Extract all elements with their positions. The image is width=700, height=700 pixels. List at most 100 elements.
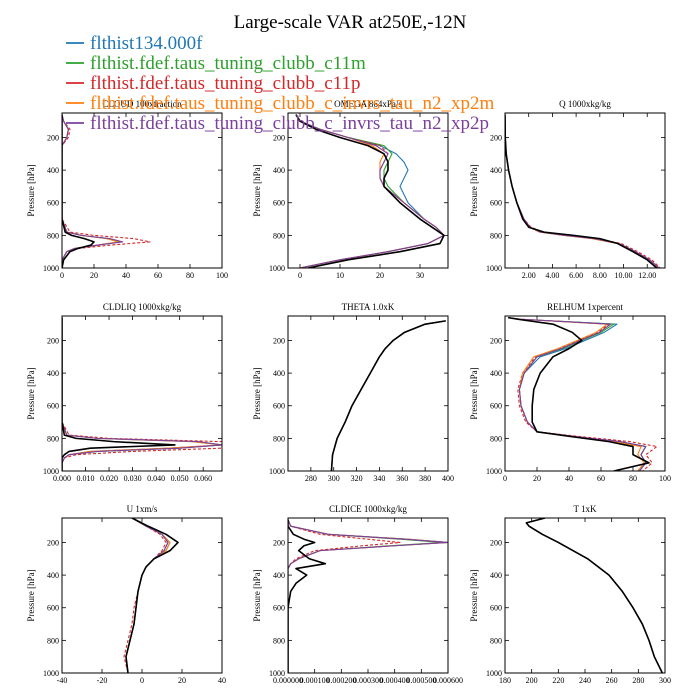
series-line-4 [125, 518, 169, 673]
x-tick-label: 280 [632, 676, 644, 685]
figure-title: Large-scale VAR at250E,-12N [234, 12, 467, 33]
x-tick-label: 4.00 [545, 271, 559, 280]
x-tick-label: 0.000100 [300, 676, 330, 685]
plot-frame [61, 315, 223, 472]
y-axis-label: Pressure [hPa] [469, 164, 479, 216]
y-tick-label: 600 [47, 199, 59, 208]
plot-frame [287, 517, 449, 674]
panel-3: CLDLIQ 1000xkg/kg Pressure [hPa] 200 400 600… [26, 302, 223, 483]
y-tick-label: 200 [47, 133, 59, 142]
x-tick-label: 10 [336, 271, 344, 280]
x-tick-label: 20 [376, 271, 384, 280]
y-tick-label: 400 [47, 369, 59, 378]
x-tick-label: 80 [629, 474, 637, 483]
series-line-2 [505, 114, 661, 268]
x-tick-label: 60 [154, 271, 162, 280]
series-line-1 [288, 519, 444, 673]
y-tick-label: 1000 [269, 669, 285, 678]
y-tick-label: 600 [273, 199, 285, 208]
x-tick-label: 200 [526, 676, 538, 685]
x-tick-label: 0.000500 [406, 676, 436, 685]
series-line-4 [525, 518, 663, 673]
y-tick-label: 200 [490, 133, 502, 142]
legend-label: flthist.fdef.taus_tuning_clubb_c_invrs_t… [90, 93, 494, 114]
x-tick-label: 400 [442, 474, 454, 483]
y-tick-label: 1000 [486, 264, 502, 273]
y-tick-label: 400 [273, 571, 285, 580]
series-line-1 [330, 320, 446, 471]
series-group [505, 114, 661, 268]
series-group [295, 114, 445, 268]
series-line-4 [295, 114, 445, 268]
x-tick-label: 0 [503, 474, 507, 483]
panel-title: U 1xm/s [127, 504, 158, 514]
x-tick-label: 0.030 [124, 474, 142, 483]
legend-entry: flthist134.000f [66, 33, 203, 54]
x-tick-label: 12.00 [638, 271, 656, 280]
panel-title: CLOUD 100xfraction [102, 99, 182, 109]
y-tick-label: 600 [47, 604, 59, 613]
series-line-3 [525, 518, 663, 673]
x-tick-label: 0.050 [171, 474, 189, 483]
y-tick-label: 800 [47, 231, 59, 240]
series-line-3 [330, 320, 446, 471]
x-tick-label: 0.000600 [433, 676, 463, 685]
x-tick-label: 10.00 [615, 271, 633, 280]
x-tick-label: 30 [416, 271, 424, 280]
series-line-1 [125, 518, 169, 673]
y-tick-label: 600 [47, 402, 59, 411]
legend-entry: flthist.fdef.taus_tuning_clubb_c_invrs_t… [66, 113, 489, 134]
panel-title: CLDICE 1000xkg/kg [329, 504, 407, 514]
x-tick-label: 0.000 [53, 474, 71, 483]
series-line-control [295, 114, 445, 268]
x-tick-label: 100 [216, 271, 228, 280]
series-line-control [508, 316, 650, 471]
y-tick-label: 1000 [43, 264, 59, 273]
series-group [62, 114, 151, 268]
y-tick-label: 200 [273, 538, 285, 547]
x-tick-label: 20 [178, 676, 186, 685]
x-tick-label: 320 [351, 474, 363, 483]
y-axis-label: Pressure [hPa] [26, 569, 36, 621]
legend-entry: flthist.fdef.taus_tuning_clubb_c11m [66, 53, 366, 74]
x-tick-label: 220 [552, 676, 564, 685]
series-line-3 [125, 518, 171, 673]
x-tick-label: 80 [186, 271, 194, 280]
y-tick-label: 200 [47, 336, 59, 345]
x-tick-label: 0 [60, 271, 64, 280]
series-line-control [125, 518, 179, 673]
y-tick-label: 800 [47, 434, 59, 443]
legend-label: flthist.fdef.taus_tuning_clubb_c11p [90, 73, 361, 94]
series-line-4 [62, 114, 124, 268]
series-group [525, 518, 664, 673]
series-line-4 [288, 519, 448, 673]
y-tick-label: 400 [273, 369, 285, 378]
series-line-control [330, 320, 446, 471]
x-tick-label: 0.040 [147, 474, 165, 483]
series-line-2 [525, 518, 663, 673]
x-tick-label: 360 [396, 474, 408, 483]
x-tick-label: 300 [328, 474, 340, 483]
series-line-0 [330, 320, 446, 471]
series-line-control [62, 114, 95, 268]
legend-entry: flthist.fdef.taus_tuning_clubb_c_invrs_t… [66, 93, 494, 114]
y-tick-label: 400 [273, 166, 285, 175]
x-tick-label: 240 [579, 676, 591, 685]
legend-entry: flthist.fdef.taus_tuning_clubb_c11p [66, 73, 361, 94]
series-line-3 [505, 114, 660, 268]
y-tick-label: 800 [47, 636, 59, 645]
y-tick-label: 200 [490, 538, 502, 547]
series-line-control [525, 518, 664, 673]
series-group [123, 518, 179, 673]
y-tick-label: 800 [490, 636, 502, 645]
plot-frame [504, 112, 666, 269]
x-tick-label: 340 [373, 474, 385, 483]
series-line-2 [288, 519, 401, 673]
legend: flthist134.000fflthist.fdef.taus_tuning_… [66, 33, 494, 134]
legend-label: flthist.fdef.taus_tuning_clubb_c_invrs_t… [90, 113, 489, 134]
